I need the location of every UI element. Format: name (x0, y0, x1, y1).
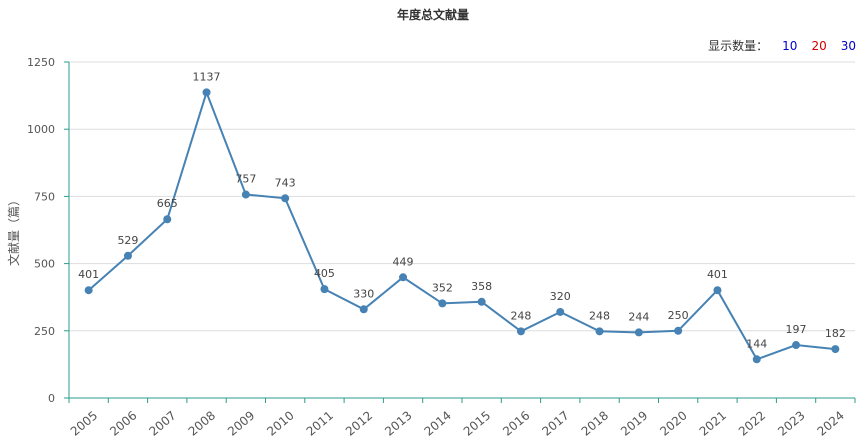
grid-lines (69, 61, 855, 332)
data-label: 352 (432, 281, 453, 294)
x-tick-label: 2020 (657, 408, 689, 438)
data-labels: 401 529 665 1137 757 743 405 330 449 352 358 248 320… (78, 70, 846, 350)
data-label: 401 (707, 268, 728, 281)
data-point[interactable] (202, 88, 211, 97)
x-tick-label: 2022 (736, 408, 768, 438)
data-label: 665 (157, 197, 178, 210)
data-label: 449 (393, 255, 414, 268)
data-point[interactable] (281, 194, 290, 203)
data-label: 244 (628, 310, 649, 323)
data-label: 757 (235, 173, 256, 186)
data-point[interactable] (477, 297, 486, 306)
data-label: 248 (589, 309, 610, 322)
data-label: 320 (550, 290, 571, 303)
series-line (88, 89, 836, 361)
x-tick-label: 2018 (579, 408, 611, 438)
y-tick-label: 1000 (27, 123, 55, 136)
x-tick-label: 2024 (815, 408, 847, 438)
y-axis-title: 文献量（篇） (6, 194, 21, 266)
data-point[interactable] (713, 286, 722, 295)
data-label: 250 (668, 309, 689, 322)
x-tick-label: 2019 (618, 408, 650, 438)
data-point[interactable] (634, 328, 643, 337)
x-tick-label: 2015 (461, 408, 493, 438)
y-tick-label: 750 (34, 190, 55, 203)
y-tick-label: 250 (34, 325, 55, 338)
display-count-selector: 显示数量： 10 20 30 (708, 37, 856, 54)
x-tick-label: 2007 (146, 408, 178, 438)
x-tick-label: 2013 (382, 408, 414, 438)
x-tick-label: 2006 (107, 408, 139, 438)
x-tick-label: 2014 (422, 408, 454, 438)
y-tick-label: 0 (48, 392, 55, 405)
data-label: 330 (353, 287, 374, 300)
data-point[interactable] (359, 305, 368, 314)
data-label: 743 (275, 176, 296, 189)
data-point[interactable] (595, 327, 604, 336)
display-count-label: 显示数量： (708, 39, 769, 53)
data-point[interactable] (399, 273, 408, 282)
data-label: 197 (786, 323, 807, 336)
x-tick-label: 2010 (264, 408, 296, 438)
x-tick-label: 2023 (775, 408, 807, 438)
data-point[interactable] (320, 285, 329, 294)
x-tick-label: 2011 (304, 408, 336, 438)
data-label: 248 (510, 309, 531, 322)
data-point[interactable] (163, 215, 172, 224)
data-point[interactable] (792, 341, 801, 350)
data-label: 358 (471, 280, 492, 293)
data-point[interactable] (831, 345, 840, 354)
x-tick-label: 2009 (225, 408, 257, 438)
display-count-option-30[interactable]: 30 (840, 38, 856, 53)
x-tick-label: 2005 (68, 408, 100, 438)
y-tick-label: 1250 (27, 56, 55, 69)
data-label: 144 (746, 337, 767, 350)
data-point[interactable] (556, 307, 565, 316)
x-tick-label: 2016 (500, 408, 532, 438)
data-label: 405 (314, 267, 335, 280)
x-tick-label: 2012 (343, 408, 375, 438)
x-tick-label: 2017 (539, 408, 571, 438)
display-count-option-10[interactable]: 10 (782, 38, 798, 53)
x-tick-label: 2021 (697, 408, 729, 438)
data-point[interactable] (84, 286, 93, 295)
data-label: 529 (117, 234, 138, 247)
y-tick-label: 500 (34, 258, 55, 271)
x-tick-label: 2008 (186, 408, 218, 438)
series-layer (84, 88, 840, 364)
data-point[interactable] (241, 190, 250, 199)
data-label: 1137 (193, 70, 221, 83)
display-count-option-20[interactable]: 20 (811, 38, 827, 53)
data-point[interactable] (123, 251, 132, 260)
data-point[interactable] (516, 327, 525, 336)
data-label: 182 (825, 327, 846, 340)
data-point[interactable] (438, 299, 447, 308)
data-label: 401 (78, 268, 99, 281)
chart-title: 年度总文献量 (396, 8, 469, 22)
data-point[interactable] (674, 326, 683, 335)
data-point[interactable] (752, 355, 761, 364)
